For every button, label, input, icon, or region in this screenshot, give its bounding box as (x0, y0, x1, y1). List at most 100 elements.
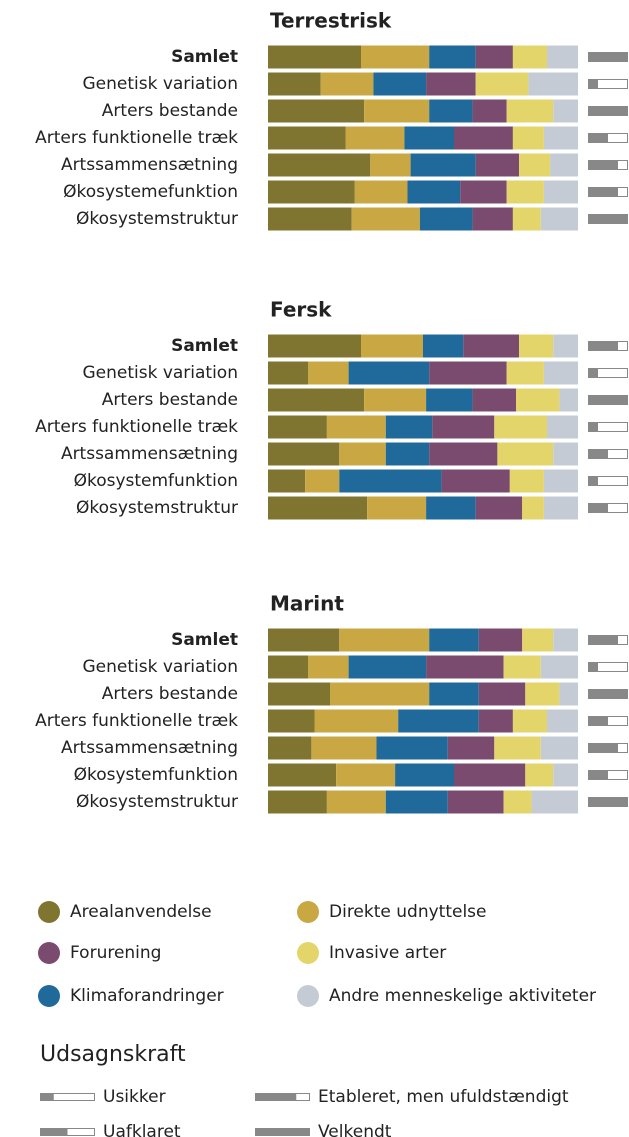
bar-segment (497, 442, 554, 466)
bar-segment (512, 709, 547, 733)
bar-segment (447, 790, 504, 814)
bar-segment (429, 628, 479, 652)
bar-segment (345, 126, 405, 150)
bar-segment (404, 126, 454, 150)
bar-segment (376, 736, 448, 760)
bar-segment (385, 415, 433, 439)
bar-segment (429, 361, 507, 385)
bar-segment (506, 361, 544, 385)
bar-segment (398, 709, 479, 733)
confidence-icon (588, 133, 608, 143)
bar-segment (268, 126, 346, 150)
bar-segment (268, 655, 309, 679)
bar-segment (553, 763, 578, 787)
bar-segment (268, 99, 365, 123)
bar-segment (268, 361, 309, 385)
bar-segment (475, 153, 520, 177)
bar-segment (423, 334, 464, 358)
confidence-icon (588, 187, 618, 197)
confidence-icon (588, 662, 598, 672)
bar-segment (454, 763, 526, 787)
bar-segment (559, 682, 578, 706)
category-label: Økosystemefunktion (63, 182, 238, 202)
confidence-icon (40, 1093, 54, 1101)
bar-segment (522, 628, 554, 652)
bar-segment (543, 496, 578, 520)
confidence-icon (588, 341, 618, 351)
confidence-icon (588, 503, 608, 513)
bar-segment (370, 153, 411, 177)
confidence-legend-label: Usikker (103, 1087, 166, 1107)
bar-segment (472, 99, 507, 123)
bar-segment (320, 72, 374, 96)
bar-segment (547, 709, 578, 733)
confidence-legend-label: Uafklaret (103, 1122, 181, 1137)
bar-segment (348, 361, 430, 385)
category-label: Genetisk variation (82, 657, 238, 677)
bar-segment (553, 628, 578, 652)
legend-label: Direkte udnyttelse (329, 902, 487, 922)
bar-segment (547, 45, 578, 69)
bar-segment (308, 655, 349, 679)
confidence-icon (40, 1128, 68, 1136)
bar-segment (268, 790, 327, 814)
bar-segment (503, 790, 532, 814)
bar-segment (553, 334, 578, 358)
legend-label: Klimaforandringer (70, 986, 224, 1006)
bar-segment (559, 388, 578, 412)
bar-segment (525, 763, 554, 787)
bar-segment (547, 415, 578, 439)
legend-label: Andre menneskelige aktiviteter (329, 986, 596, 1006)
category-label: Økosystemfunktion (74, 471, 238, 491)
bar-segment (354, 180, 408, 204)
confidence-icon (588, 689, 628, 699)
bar-segment (494, 736, 541, 760)
bar-segment (364, 99, 430, 123)
bar-segment (426, 496, 476, 520)
confidence-icon (588, 395, 628, 405)
bar-segment (311, 736, 377, 760)
bar-segment (339, 469, 442, 493)
bar-segment (426, 655, 504, 679)
bar-segment (326, 415, 386, 439)
bar-segment (522, 496, 544, 520)
panel-title: Terrestrisk (270, 9, 392, 33)
bar-segment (475, 45, 513, 69)
confidence-icon (588, 79, 598, 89)
bar-segment (454, 126, 513, 150)
bar-segment (268, 334, 361, 358)
bar-segment (472, 207, 513, 231)
legend-label: Invasive arter (329, 943, 446, 963)
bar-segment (447, 736, 495, 760)
bar-segment (512, 126, 544, 150)
bar-segment (472, 388, 516, 412)
bar-segment (268, 763, 337, 787)
bar-segment (429, 45, 476, 69)
bar-segment (268, 736, 312, 760)
category-label: Økosystemstruktur (76, 498, 238, 518)
confidence-icon (588, 743, 618, 753)
category-label: Artssammensætning (61, 155, 238, 175)
bar-segment (268, 469, 306, 493)
bar-segment (512, 45, 547, 69)
bar-segment (268, 388, 365, 412)
bar-segment (540, 655, 578, 679)
legend-swatch (297, 985, 319, 1007)
panel-title: Marint (270, 592, 344, 616)
category-label: Artssammensætning (61, 444, 238, 464)
bar-segment (395, 763, 454, 787)
bar-segment (407, 180, 461, 204)
bar-segment (553, 99, 578, 123)
confidence-icon (588, 449, 608, 459)
bar-segment (268, 72, 321, 96)
bar-segment (525, 682, 560, 706)
bar-segment (543, 361, 578, 385)
bar-segment (268, 180, 355, 204)
category-label: Arters funktionelle træk (35, 417, 238, 437)
bar-segment (475, 496, 523, 520)
bar-segment (385, 790, 448, 814)
confidence-icon (588, 476, 598, 486)
bar-segment (330, 682, 430, 706)
bar-segment (419, 207, 473, 231)
